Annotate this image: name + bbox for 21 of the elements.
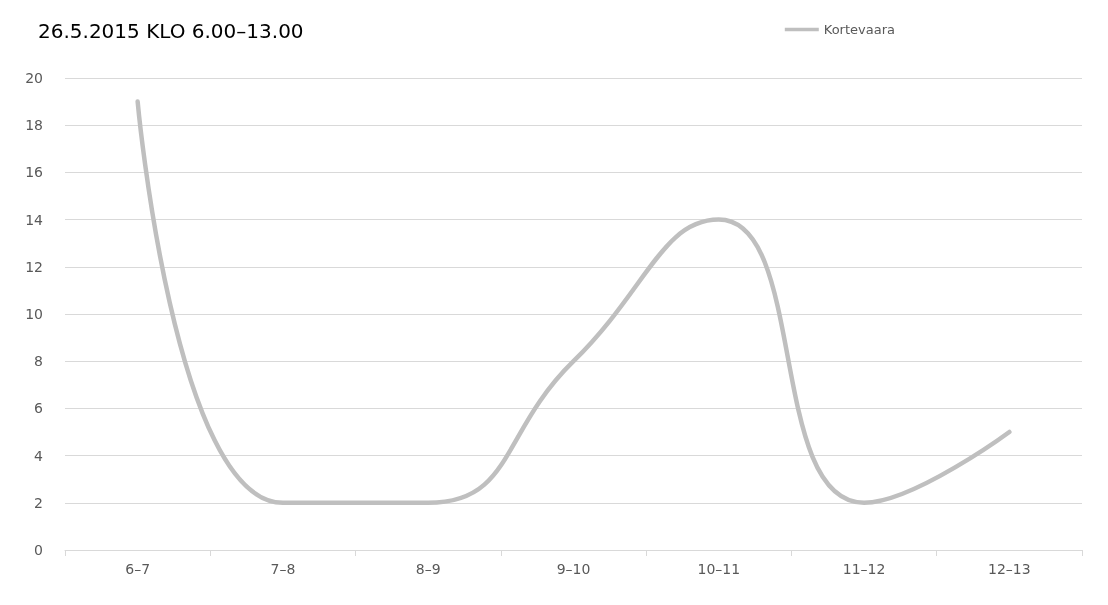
y-tick-label: 10 bbox=[25, 306, 43, 322]
y-tick-label: 4 bbox=[34, 447, 44, 464]
x-tick-label: 7–8 bbox=[270, 561, 296, 577]
legend-label: Kortevaara bbox=[823, 22, 896, 37]
y-tick-label: 0 bbox=[34, 542, 43, 558]
x-tick-label: 8–9 bbox=[415, 561, 441, 577]
x-tick-label: 6–7 bbox=[125, 561, 151, 577]
y-tick-label: 14 bbox=[25, 211, 44, 228]
x-tick-label: 11–12 bbox=[842, 561, 886, 577]
x-tick-label: 12–13 bbox=[988, 561, 1031, 577]
y-tick-label: 16 bbox=[25, 164, 44, 181]
y-tick-label: 18 bbox=[25, 117, 43, 134]
y-tick-label: 8 bbox=[34, 353, 43, 370]
y-tick-label: 12 bbox=[25, 258, 43, 275]
y-tick-label: 2 bbox=[34, 494, 43, 511]
chart-title: 26.5.2015 KLO 6.00–13.00 bbox=[38, 19, 304, 43]
y-tick-label: 20 bbox=[25, 70, 43, 86]
line-series bbox=[135, 99, 1012, 506]
x-tick-label: 9–10 bbox=[556, 561, 591, 577]
y-tick-label: 6 bbox=[34, 400, 44, 417]
x-tick-label: 10–11 bbox=[697, 561, 741, 577]
